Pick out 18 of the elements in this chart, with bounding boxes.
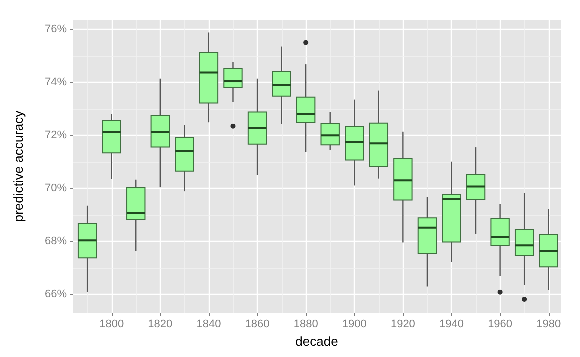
x-tick-label: 1860 bbox=[245, 318, 270, 330]
y-tick-label: 70% bbox=[44, 182, 68, 194]
y-tick-label: 66% bbox=[44, 288, 68, 300]
x-tick-label: 1960 bbox=[488, 318, 513, 330]
y-axis-title: predictive accuracy bbox=[11, 110, 26, 222]
y-tick-label: 76% bbox=[44, 23, 68, 36]
x-tick-label: 1940 bbox=[440, 318, 464, 330]
x-tick-label: 1820 bbox=[148, 318, 173, 330]
x-tick-label: 1980 bbox=[536, 318, 562, 330]
x-tick-label: 1900 bbox=[342, 318, 367, 330]
x-tick-label: 1880 bbox=[294, 318, 318, 330]
x-tick-label: 1840 bbox=[196, 318, 222, 330]
x-axis-title: decade bbox=[296, 334, 338, 349]
x-tick-label: 1920 bbox=[390, 318, 416, 330]
y-tick-label: 68% bbox=[44, 235, 68, 248]
y-tick-label: 72% bbox=[44, 129, 68, 142]
y-tick-label: 74% bbox=[44, 76, 68, 88]
x-tick-label: 1800 bbox=[100, 318, 124, 330]
